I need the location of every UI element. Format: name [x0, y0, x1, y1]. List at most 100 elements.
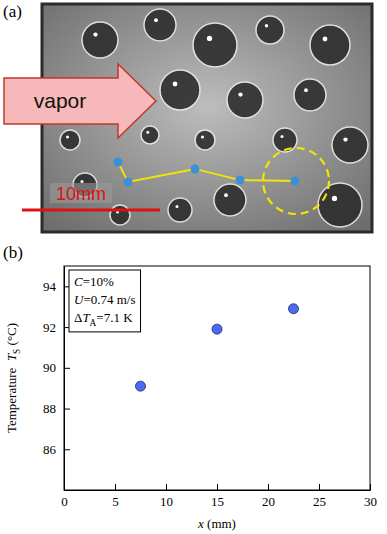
- x-axis-title: x (mm): [197, 516, 236, 531]
- vapor-arrow: [4, 64, 156, 138]
- y-tick: 94: [43, 279, 70, 294]
- y-tick-mark: [64, 368, 70, 369]
- x-axis-line: [65, 490, 371, 491]
- vapor-label: vapor: [34, 89, 87, 112]
- y-axis-title: Temperature TS (°C): [4, 323, 22, 433]
- droplet: [310, 25, 350, 65]
- trajectory-dot: [191, 165, 200, 174]
- target-circle: [263, 148, 329, 214]
- droplet-highlight: [343, 137, 347, 141]
- y-tick: 92: [43, 320, 70, 335]
- trajectory-dot: [114, 158, 123, 167]
- droplet-highlight: [81, 180, 84, 183]
- trajectory-dot: [291, 177, 300, 186]
- droplet-highlight: [176, 205, 179, 208]
- droplet-highlight: [304, 88, 308, 92]
- y-tick-label: 92: [43, 320, 56, 335]
- droplet-highlight: [323, 37, 328, 42]
- y-tick-label: 86: [43, 442, 57, 457]
- text-part: =7.1 K: [96, 310, 133, 325]
- data-point: [136, 381, 146, 391]
- x-tick-mark: [370, 484, 371, 490]
- annotation-frame: [69, 270, 141, 332]
- trajectory: [118, 162, 295, 182]
- trajectory-dot: [236, 176, 245, 185]
- droplet-highlight: [265, 24, 268, 27]
- droplet-highlight: [238, 92, 242, 96]
- y-tick-label: 94: [43, 279, 57, 294]
- x-tick-mark: [319, 484, 320, 490]
- y-axis-line: [64, 267, 65, 491]
- droplet-highlight: [173, 82, 178, 87]
- text-part: C: [74, 274, 83, 289]
- droplet-highlight: [332, 196, 337, 201]
- x-tick-mark: [217, 484, 218, 490]
- panel-label: (a): [3, 2, 22, 21]
- droplet: [227, 82, 263, 118]
- y-tick-mark: [64, 409, 70, 410]
- x-tick-label: 15: [211, 494, 224, 509]
- droplet: [332, 127, 368, 163]
- annotation-line: ΔTA=7.1 K: [74, 310, 133, 328]
- x-axis: 0 5 10 15 20 25 30: [61, 484, 377, 509]
- x-tick-mark: [166, 484, 167, 490]
- x-tick: 30: [364, 484, 377, 509]
- scale-bar: [22, 209, 160, 212]
- droplet: [195, 130, 215, 150]
- droplet: [193, 23, 237, 67]
- droplet-highlight: [93, 32, 97, 36]
- droplet: [168, 198, 192, 222]
- x-tick: 15: [211, 484, 224, 509]
- droplet-highlight: [66, 136, 69, 139]
- x-tick-label: 5: [112, 494, 119, 509]
- x-tick-label: 25: [313, 494, 326, 509]
- y-tick: 88: [43, 401, 70, 416]
- x-tick-label: 20: [262, 494, 275, 509]
- droplet: [273, 128, 297, 152]
- data-points: [136, 304, 299, 391]
- y-tick: 90: [43, 360, 70, 375]
- text-part: Temperature: [4, 361, 19, 433]
- x-tick-label: 10: [160, 494, 173, 509]
- droplet: [141, 126, 159, 144]
- droplet: [294, 79, 326, 111]
- panel-a: vapor 10mm: [4, 4, 372, 232]
- text-part: =0.74 m/s: [83, 292, 135, 307]
- y-tick: 86: [43, 442, 70, 457]
- x-tick: 10: [160, 484, 173, 509]
- droplet: [110, 205, 130, 225]
- text-part: (mm): [204, 516, 236, 531]
- x-tick-label: 0: [61, 494, 68, 509]
- droplet: [160, 70, 200, 110]
- droplet: [214, 184, 246, 216]
- y-tick-mark: [64, 449, 70, 450]
- droplet: [256, 16, 284, 44]
- droplet: [144, 9, 176, 41]
- y-tick-label: 90: [43, 360, 56, 375]
- x-tick-label: 30: [364, 494, 377, 509]
- annotation-line: C=10%: [74, 274, 114, 289]
- x-tick-mark: [115, 484, 116, 490]
- x-tick: 5: [112, 484, 119, 509]
- droplet: [318, 183, 362, 227]
- trajectory-dot: [124, 178, 133, 187]
- panel-label: (b): [3, 243, 23, 262]
- data-point: [289, 304, 299, 314]
- droplet-highlight: [154, 18, 158, 22]
- x-tick: 20: [262, 484, 275, 509]
- annotation-box: C=10%U=0.74 m/sΔTA=7.1 K: [69, 270, 141, 332]
- droplet: [82, 22, 118, 58]
- x-tick-mark: [268, 484, 269, 490]
- droplet-highlight: [207, 36, 212, 41]
- droplet: [60, 130, 80, 150]
- x-tick: 25: [313, 484, 326, 509]
- scale-label: 10mm: [56, 184, 106, 204]
- scale-label-bg: [50, 183, 112, 203]
- plot-frame: [64, 266, 370, 490]
- text-part: (°C): [4, 323, 19, 349]
- y-tick-label: 88: [43, 401, 56, 416]
- droplet-highlight: [201, 136, 204, 139]
- data-point: [212, 324, 222, 334]
- text-part: Δ: [74, 310, 82, 325]
- y-axis: 86 88 90 92 94: [43, 267, 70, 491]
